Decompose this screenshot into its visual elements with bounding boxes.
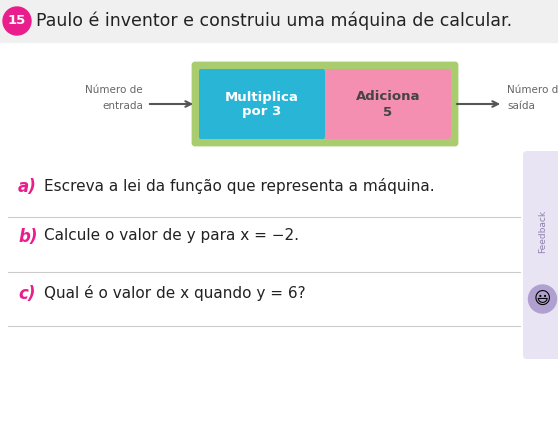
Text: Paulo é inventor e construiu uma máquina de calcular.: Paulo é inventor e construiu uma máquina…	[36, 12, 512, 30]
Text: por 3: por 3	[242, 106, 282, 118]
Text: 15: 15	[8, 14, 26, 28]
Text: b): b)	[18, 228, 37, 246]
Text: Qual é o valor de x quando y = 6?: Qual é o valor de x quando y = 6?	[44, 285, 306, 301]
FancyBboxPatch shape	[199, 69, 325, 139]
Text: Escreva a lei da função que representa a máquina.: Escreva a lei da função que representa a…	[44, 178, 435, 194]
Text: c): c)	[18, 285, 36, 303]
Circle shape	[3, 7, 31, 35]
Bar	[0, 0, 558, 42]
Text: entrada: entrada	[102, 101, 143, 111]
Text: Número de: Número de	[85, 85, 143, 95]
Text: saída: saída	[507, 101, 535, 111]
Text: Calcule o valor de y para x = −2.: Calcule o valor de y para x = −2.	[44, 228, 299, 243]
Text: Multiplica: Multiplica	[225, 90, 299, 104]
Circle shape	[528, 285, 556, 313]
Text: Feedback: Feedback	[538, 210, 547, 253]
FancyBboxPatch shape	[523, 151, 558, 359]
Text: Adiciona: Adiciona	[356, 90, 420, 104]
Text: Número de: Número de	[507, 85, 558, 95]
Text: 5: 5	[383, 106, 393, 118]
Text: 😃: 😃	[534, 290, 551, 308]
Text: a): a)	[18, 178, 37, 196]
FancyBboxPatch shape	[325, 69, 451, 139]
FancyBboxPatch shape	[193, 63, 457, 145]
